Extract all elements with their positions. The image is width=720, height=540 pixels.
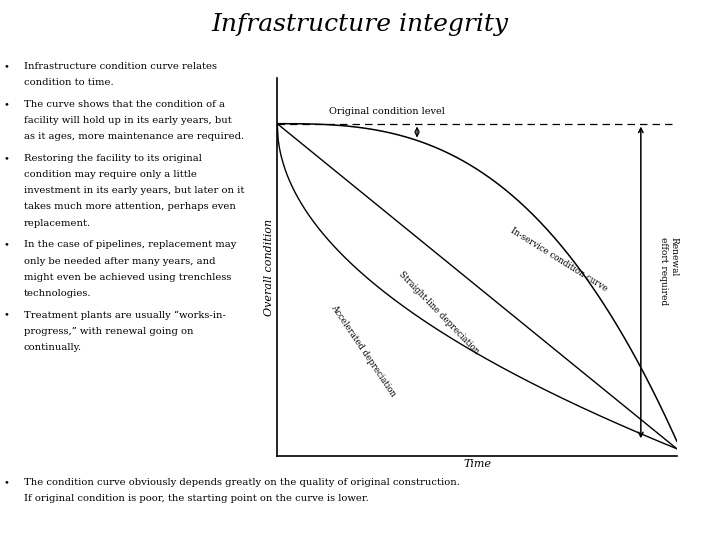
Text: facility will hold up in its early years, but: facility will hold up in its early years… [24, 116, 232, 125]
Text: as it ages, more maintenance are required.: as it ages, more maintenance are require… [24, 132, 244, 141]
Text: only be needed after many years, and: only be needed after many years, and [24, 256, 215, 266]
Text: replacement.: replacement. [24, 219, 91, 228]
Text: technologies.: technologies. [24, 289, 91, 298]
Text: •: • [4, 154, 9, 163]
Text: •: • [4, 310, 9, 320]
Text: The curve shows that the condition of a: The curve shows that the condition of a [24, 100, 225, 109]
Text: might even be achieved using trenchless: might even be achieved using trenchless [24, 273, 231, 282]
Text: Renewal
effort required: Renewal effort required [659, 237, 678, 305]
Y-axis label: Overall condition: Overall condition [264, 219, 274, 316]
Text: Straight-line depreciation: Straight-line depreciation [397, 269, 481, 356]
Text: condition to time.: condition to time. [24, 78, 113, 87]
X-axis label: Time: Time [463, 459, 491, 469]
Text: Accelerated depreciation: Accelerated depreciation [329, 303, 397, 398]
Text: Infrastructure integrity: Infrastructure integrity [212, 14, 508, 37]
Text: In the case of pipelines, replacement may: In the case of pipelines, replacement ma… [24, 240, 236, 249]
Text: •: • [4, 240, 9, 249]
Text: In-service condition curve: In-service condition curve [509, 226, 609, 293]
Text: investment in its early years, but later on it: investment in its early years, but later… [24, 186, 244, 195]
Text: •: • [4, 62, 9, 71]
Text: Restoring the facility to its original: Restoring the facility to its original [24, 154, 202, 163]
Text: Infrastructure condition curve relates: Infrastructure condition curve relates [24, 62, 217, 71]
Text: condition may require only a little: condition may require only a little [24, 170, 197, 179]
Text: •: • [4, 478, 9, 487]
Text: Treatment plants are usually “works-in-: Treatment plants are usually “works-in- [24, 310, 225, 320]
Text: The condition curve obviously depends greatly on the quality of original constru: The condition curve obviously depends gr… [24, 478, 459, 487]
Text: continually.: continually. [24, 343, 82, 352]
Text: If original condition is poor, the starting point on the curve is lower.: If original condition is poor, the start… [24, 494, 369, 503]
Text: progress,” with renewal going on: progress,” with renewal going on [24, 327, 193, 336]
Text: takes much more attention, perhaps even: takes much more attention, perhaps even [24, 202, 235, 212]
Text: Original condition level: Original condition level [329, 107, 445, 116]
Text: •: • [4, 100, 9, 109]
